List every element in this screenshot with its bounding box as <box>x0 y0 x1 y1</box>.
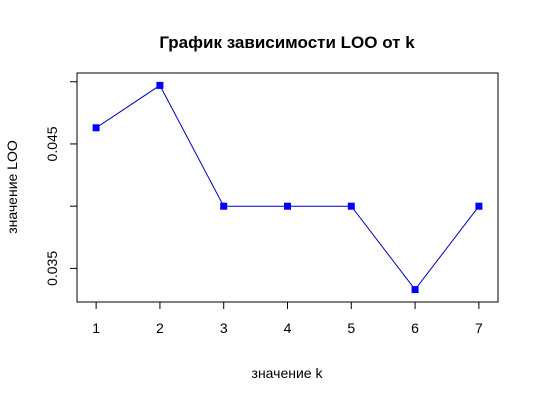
data-point <box>475 202 483 210</box>
y-axis-label: значение LOO <box>4 140 20 234</box>
series-line <box>95 84 480 291</box>
x-tick-label: 4 <box>284 320 292 336</box>
series-layer <box>92 81 483 294</box>
y-axis: 0.035 0.045 <box>44 81 77 286</box>
data-point <box>156 81 164 89</box>
data-point <box>411 286 419 294</box>
y-tick-label: 0.035 <box>44 251 60 286</box>
x-axis: 1 2 3 4 5 6 7 <box>92 302 483 336</box>
x-tick-label: 3 <box>220 320 228 336</box>
x-tick-label: 7 <box>475 320 483 336</box>
x-tick-label: 2 <box>156 320 164 336</box>
x-axis-label: значение k <box>252 365 324 381</box>
plot-frame <box>76 72 499 303</box>
x-tick-label: 6 <box>411 320 419 336</box>
data-point <box>220 202 228 210</box>
data-point <box>284 202 291 210</box>
data-point <box>347 202 355 210</box>
x-tick-label: 1 <box>92 320 100 336</box>
x-tick-label: 5 <box>347 320 355 336</box>
y-tick-label: 0.045 <box>44 126 60 161</box>
chart-title: График зависимости LOO от k <box>159 33 415 52</box>
data-point <box>92 124 100 132</box>
